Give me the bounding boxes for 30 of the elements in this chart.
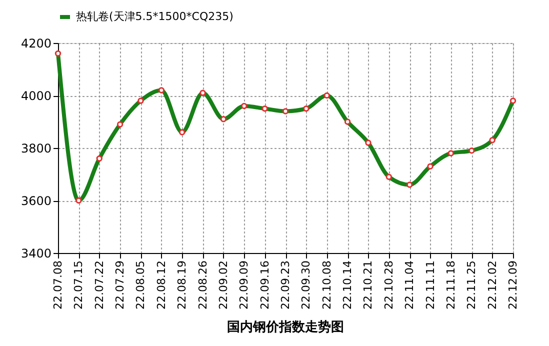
text: 国内钢价指数走势图 — [227, 318, 344, 335]
x-tick-label: 22.08.05 — [134, 260, 148, 310]
y-tick-label: 3600 — [20, 194, 52, 208]
x-tick-label: 22.12.02 — [486, 260, 499, 310]
x-tick-label: 22.12.09 — [506, 260, 520, 310]
x-tick-label: 22.07.29 — [114, 260, 127, 310]
x-tick-label: 22.07.22 — [92, 260, 106, 310]
x-tick-label: 22.11.18 — [444, 260, 458, 310]
x-tick-label: 22.11.04 — [403, 260, 416, 310]
x-tick-label: 22.07.08 — [52, 260, 64, 310]
x-tick-label: 22.09.30 — [300, 260, 313, 310]
x-tick-label: 22.09.02 — [216, 260, 230, 310]
x-tick-label: 22.10.08 — [320, 260, 334, 310]
x-tick-label: 22.08.12 — [154, 260, 168, 310]
x-tick-label: 22.10.21 — [362, 260, 375, 310]
x-tick-label: 22.08.19 — [176, 260, 189, 310]
x-tick-label: 22.10.14 — [341, 260, 354, 310]
x-tick-label: 22.11.25 — [465, 260, 478, 310]
x-tick-label: 22.09.23 — [279, 260, 292, 310]
x-tick-label: 22.11.11 — [424, 260, 437, 310]
x-tick-label: 22.07.15 — [72, 260, 86, 310]
legend-label: 热轧卷(天津5.5*1500*CQ235) — [76, 10, 234, 23]
y-tick-label: 4000 — [20, 89, 52, 103]
x-tick-label: 22.09.16 — [258, 260, 272, 310]
y-tick-label: 3800 — [20, 142, 52, 156]
y-tick-label: 4200 — [20, 36, 52, 50]
x-tick-label: 22.08.26 — [196, 260, 210, 310]
x-tick-label: 22.10.28 — [382, 260, 396, 310]
y-tick-label: 3400 — [20, 246, 52, 260]
x-tick-label: 22.09.09 — [238, 260, 251, 310]
